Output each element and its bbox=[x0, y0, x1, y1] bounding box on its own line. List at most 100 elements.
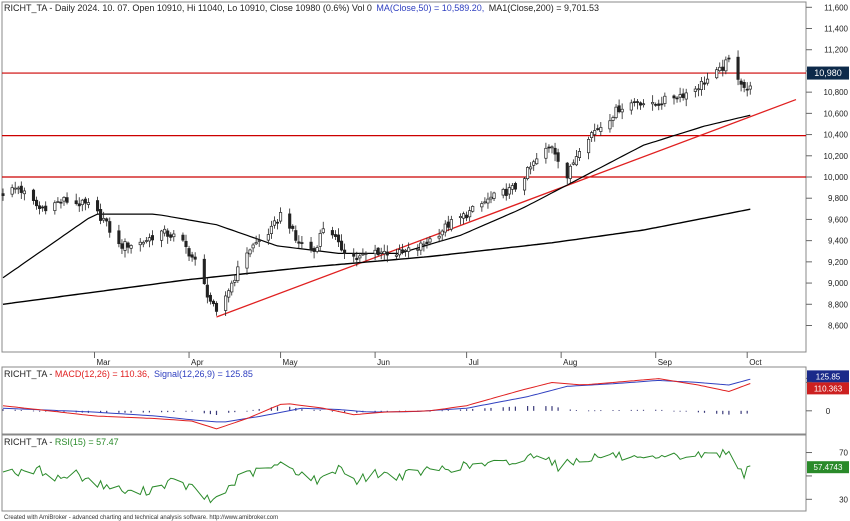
candle bbox=[230, 280, 234, 296]
candle bbox=[657, 99, 661, 111]
candle-body bbox=[660, 103, 664, 106]
price-y-tick-label: 11,400 bbox=[824, 25, 848, 34]
macd-hist-bar bbox=[466, 409, 468, 411]
macd-y-axis: 125.85 110.363 0 bbox=[806, 370, 849, 416]
candle-body bbox=[696, 88, 700, 91]
macd-hist-bar bbox=[441, 410, 443, 412]
rsi-value-badge-text: 57.4743 bbox=[814, 463, 843, 472]
candle bbox=[123, 238, 127, 258]
candle bbox=[721, 59, 725, 77]
candle bbox=[468, 206, 472, 222]
candle bbox=[587, 136, 591, 160]
macd-panel: 125.85 110.363 0 RICHT_TA - MACD(12,26) = … bbox=[1, 366, 849, 435]
price-header: RICHT_TA - Daily 2024. 10. 07. Open 1091… bbox=[4, 3, 599, 13]
macd-hist-bar bbox=[545, 406, 547, 411]
candle bbox=[577, 148, 582, 161]
candle-body bbox=[355, 257, 359, 261]
candle bbox=[224, 291, 228, 316]
macd-hist-bar bbox=[612, 410, 614, 411]
candle-body bbox=[675, 97, 679, 100]
candle-body bbox=[214, 302, 219, 312]
candle bbox=[300, 235, 304, 249]
candle-body bbox=[1, 193, 5, 196]
candle bbox=[166, 228, 170, 244]
candle bbox=[529, 162, 533, 175]
candle bbox=[336, 228, 341, 247]
candle bbox=[312, 246, 316, 259]
candle bbox=[181, 232, 185, 242]
candle-body bbox=[702, 82, 707, 85]
candle-body bbox=[269, 225, 273, 234]
candle-body bbox=[382, 250, 386, 254]
candle bbox=[510, 183, 514, 195]
candle bbox=[507, 183, 511, 199]
candle bbox=[193, 252, 197, 266]
candle-body bbox=[172, 233, 176, 238]
candle bbox=[699, 76, 704, 96]
macd-hist-bar bbox=[100, 410, 102, 414]
candle bbox=[574, 150, 578, 167]
candle-body bbox=[31, 189, 36, 201]
candle bbox=[361, 248, 365, 257]
price-panel: 8,600 8,800 9,000 9,200 9,400 9,600 9,800 10,00… bbox=[1, 1, 849, 353]
candle-body bbox=[44, 205, 48, 212]
candle bbox=[513, 181, 517, 192]
candle-body bbox=[501, 189, 505, 196]
candle-body bbox=[596, 128, 600, 130]
candle bbox=[163, 225, 167, 237]
macd-hist-bar bbox=[716, 410, 718, 414]
candle bbox=[416, 244, 420, 257]
candle-body bbox=[95, 200, 100, 212]
macd-hist-bar bbox=[331, 410, 333, 412]
candle-body bbox=[532, 161, 536, 166]
candle bbox=[489, 191, 493, 204]
macd-hist-bar bbox=[319, 410, 321, 411]
last-close-badge: 10,980 bbox=[807, 66, 849, 80]
x-axis-month-label: Oct bbox=[749, 358, 762, 367]
candle-body bbox=[513, 183, 517, 190]
rsi-y-axis: 70 30 57.4743 bbox=[806, 449, 849, 504]
candle-body bbox=[251, 244, 255, 249]
macd-header: RICHT_TA - MACD(12,26) = 110.36, Signal(… bbox=[4, 369, 253, 379]
candle-body bbox=[230, 282, 234, 293]
macd-hist-bar bbox=[14, 409, 16, 411]
candle bbox=[745, 82, 749, 97]
x-axis-month-label: May bbox=[283, 358, 298, 367]
candle bbox=[202, 254, 206, 285]
candle-body bbox=[10, 187, 14, 195]
macd-hist-bar bbox=[703, 410, 706, 413]
candle-body bbox=[608, 120, 612, 130]
candle bbox=[568, 164, 572, 184]
candle bbox=[172, 230, 176, 242]
candle-body bbox=[486, 198, 490, 204]
candle bbox=[169, 232, 173, 242]
macd-hist-bar bbox=[191, 410, 193, 412]
macd-hist-bar bbox=[508, 406, 510, 411]
candle-body bbox=[279, 212, 283, 222]
candle bbox=[117, 224, 121, 248]
price-y-tick-label: 8,600 bbox=[828, 321, 849, 330]
candle-body bbox=[614, 106, 618, 118]
rsi-line-group bbox=[2, 448, 751, 504]
candle-body bbox=[422, 243, 426, 246]
candle bbox=[373, 244, 377, 261]
candle-body bbox=[684, 92, 688, 100]
candle bbox=[681, 88, 685, 101]
candle bbox=[99, 203, 103, 225]
macd-hist-bar bbox=[124, 410, 126, 413]
candle bbox=[675, 96, 679, 103]
price-y-tick-label: 11,600 bbox=[824, 3, 848, 12]
macd-hist-bar bbox=[246, 410, 248, 412]
candle bbox=[62, 196, 66, 206]
candle bbox=[83, 196, 87, 211]
candle bbox=[95, 196, 100, 215]
candle-body bbox=[577, 151, 582, 158]
candle bbox=[333, 230, 338, 240]
macd-hist-bar bbox=[258, 408, 260, 411]
macd-hist-bar bbox=[57, 410, 59, 412]
candle-body bbox=[59, 201, 63, 204]
candle-body bbox=[727, 57, 731, 60]
candle-body bbox=[373, 249, 377, 255]
macd-line bbox=[2, 378, 751, 430]
macd-hist-bar bbox=[45, 410, 47, 412]
